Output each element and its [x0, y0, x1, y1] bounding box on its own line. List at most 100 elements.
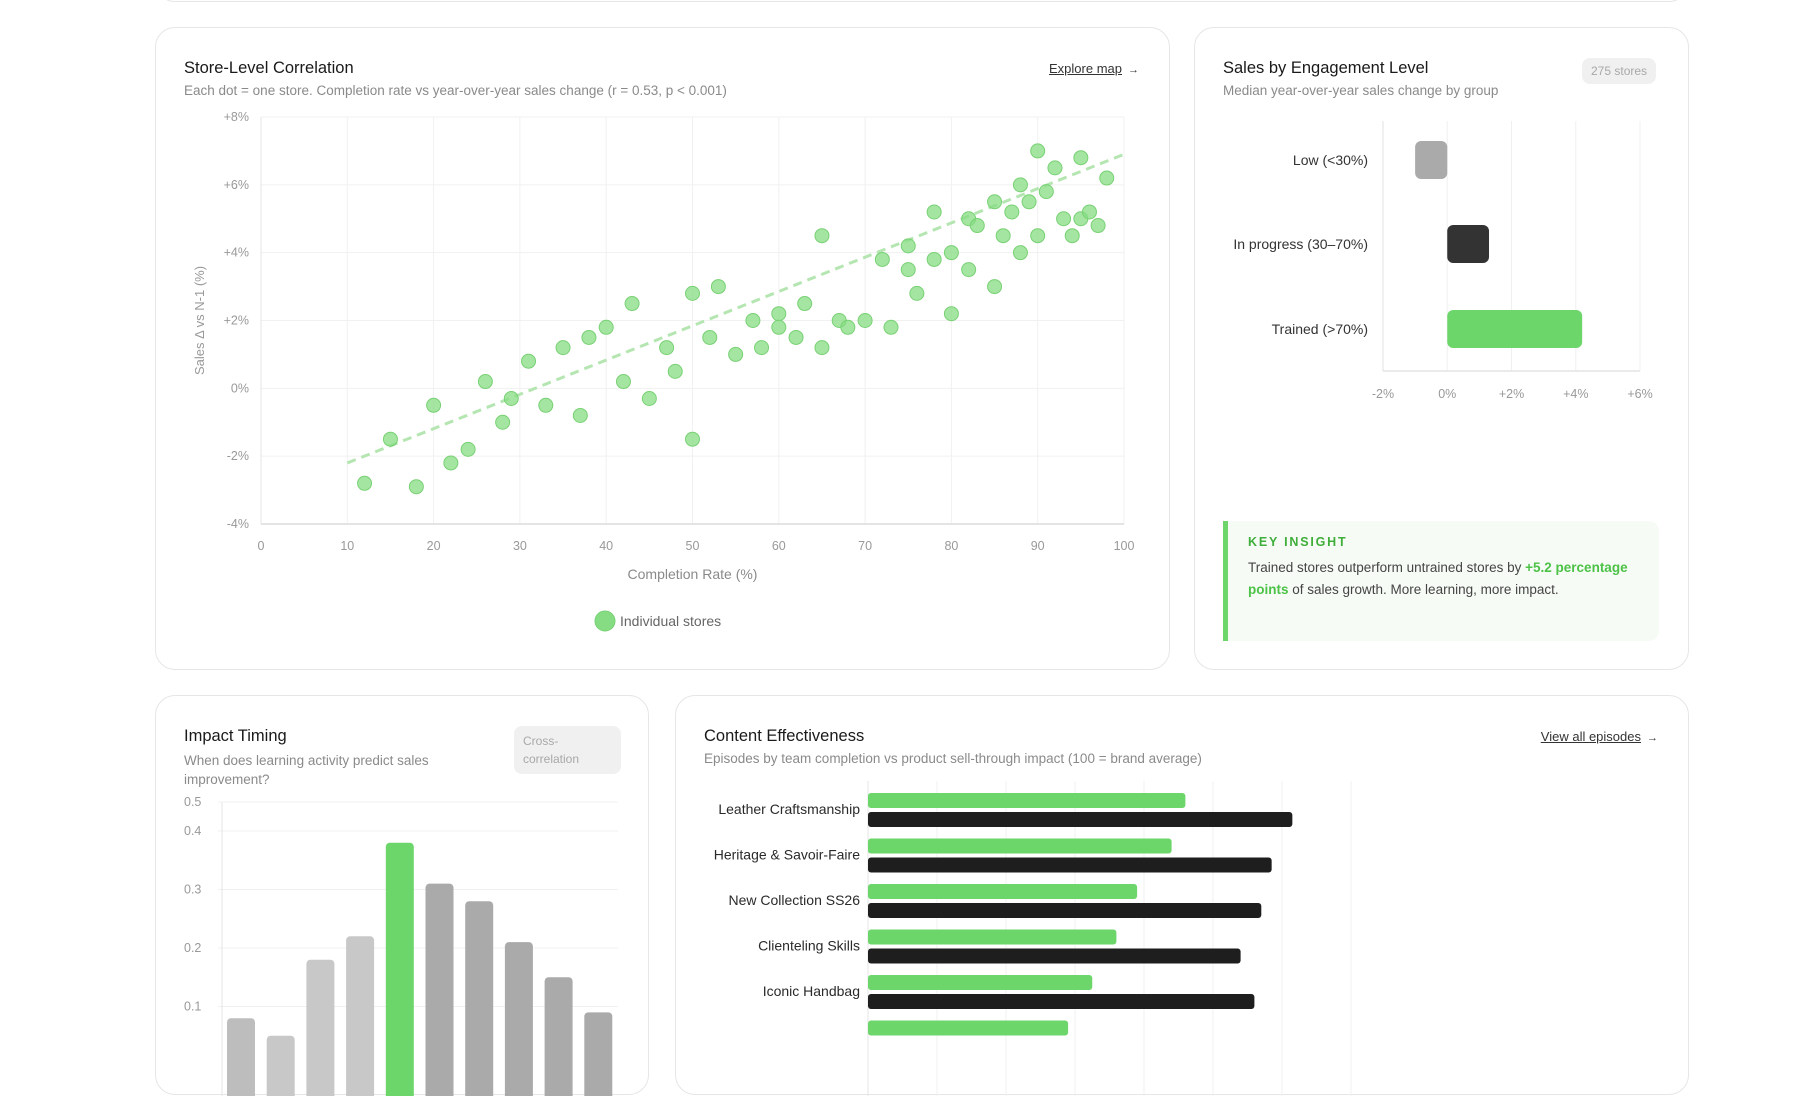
content-effectiveness-chart: Leather Craftsmanship Heritage & Savoir-F…: [714, 781, 1352, 1096]
x-tick-label: 90: [1031, 539, 1045, 553]
arrow-right-icon: →: [1128, 64, 1139, 76]
store-point: [900, 238, 916, 254]
store-point: [581, 329, 597, 345]
completion-bar: [868, 1020, 1069, 1036]
engagement-bar: [1447, 310, 1583, 348]
y-tick-label: 0.5: [184, 795, 201, 809]
store-point: [641, 391, 657, 407]
store-point: [667, 363, 683, 379]
engagement-bar: [1415, 141, 1448, 179]
insight-highlight: +5.2 percentage points: [1248, 560, 1628, 597]
view-all-episodes-link[interactable]: View all episodes →: [1541, 729, 1658, 744]
store-point: [1038, 184, 1054, 200]
store-point: [797, 296, 813, 312]
store-point: [1021, 194, 1037, 210]
insight-text-end: of sales growth. More learning, more imp…: [1288, 582, 1559, 597]
correlation-card: Store-Level Correlation Each dot = one s…: [155, 27, 1170, 670]
explore-map-label: Explore map: [1049, 61, 1122, 76]
store-point: [857, 313, 873, 328]
trend-line: [346, 152, 1125, 465]
card-subtitle: Median year-over-year sales change by gr…: [1223, 83, 1499, 98]
store-point: [702, 329, 718, 345]
lag-bar: [306, 959, 335, 1096]
store-point: [1081, 204, 1097, 220]
store-point: [408, 479, 424, 495]
y-tick-label: +2%: [224, 314, 249, 328]
store-point: [1012, 177, 1028, 193]
x-tick-label: -2%: [1372, 387, 1394, 401]
store-point: [572, 407, 588, 423]
store-point: [987, 194, 1003, 210]
completion-bar: [868, 793, 1186, 808]
store-point: [685, 431, 700, 447]
impact-bar: [868, 948, 1241, 964]
engagement-bar: [1447, 225, 1490, 263]
store-point: [814, 340, 830, 356]
store-point: [909, 285, 925, 301]
y-tick-label: -4%: [227, 517, 249, 531]
store-point: [745, 313, 761, 328]
x-tick-label: 40: [599, 539, 613, 553]
card-title: Sales by Engagement Level: [1223, 59, 1429, 77]
legend-label: Individual stores: [620, 613, 721, 629]
store-point: [1064, 228, 1080, 244]
store-point: [926, 204, 942, 220]
store-point: [788, 329, 804, 345]
store-point: [495, 414, 511, 430]
episode-label: New Collection SS26: [728, 892, 860, 908]
key-insight-box: KEY INSIGHT Trained stores outperform un…: [1223, 521, 1659, 641]
x-tick-label: 100: [1114, 539, 1135, 553]
category-label: Low (<30%): [1293, 152, 1368, 168]
store-point: [1056, 211, 1072, 227]
legend-marker: [594, 610, 616, 632]
impact-bar: [868, 812, 1293, 827]
y-axis-title: Sales Δ vs N-1 (%): [192, 266, 207, 375]
store-point: [426, 397, 442, 413]
lag-bar: [465, 901, 494, 1096]
cross-correlation-badge: Cross-correlation: [514, 726, 621, 774]
store-point: [900, 262, 916, 278]
card-subtitle: When does learning activity predict sale…: [184, 753, 429, 787]
explore-map-link[interactable]: Explore map →: [1049, 61, 1139, 76]
store-point: [926, 251, 942, 267]
store-point: [814, 228, 830, 244]
store-point: [987, 279, 1003, 295]
lag-bar: [227, 1018, 255, 1096]
store-point: [1030, 143, 1046, 159]
engagement-bar-chart: -2% 0% +2% +4% +6% Low (<30%) In progress (30–…: [1233, 121, 1653, 401]
y-tick-label: 0.1: [184, 1000, 201, 1014]
arrow-right-icon: →: [1647, 732, 1658, 744]
x-tick-label: 60: [772, 539, 786, 553]
x-axis-title: Completion Rate (%): [628, 566, 758, 582]
lag-bar: [584, 1012, 613, 1096]
store-point: [969, 218, 985, 234]
lag-bar: [425, 883, 454, 1096]
y-tick-label: +6%: [224, 178, 249, 192]
store-point: [874, 251, 890, 267]
episode-label: Leather Craftsmanship: [718, 801, 860, 817]
y-tick-label: 0%: [231, 381, 249, 395]
store-point: [1099, 170, 1115, 186]
store-point: [961, 262, 977, 278]
insight-text: Trained stores outperform untrained stor…: [1248, 557, 1641, 601]
card-title: Impact Timing: [184, 727, 287, 745]
x-tick-label: 20: [427, 539, 441, 553]
store-point: [728, 346, 744, 362]
y-tick-label: -2%: [227, 449, 249, 463]
store-point: [1073, 150, 1089, 166]
completion-bar: [868, 975, 1093, 990]
completion-bar: [868, 929, 1117, 945]
store-point: [659, 340, 675, 356]
content-effectiveness-card: Content Effectiveness Episodes by team c…: [675, 695, 1689, 1096]
impact-bar: [868, 857, 1272, 873]
store-point: [710, 279, 726, 295]
episode-label: Heritage & Savoir-Faire: [714, 847, 860, 863]
engagement-card: Sales by Engagement Level Median year-ov…: [1194, 27, 1689, 670]
card-title: Content Effectiveness: [704, 727, 865, 745]
lag-bar: [504, 942, 533, 1096]
store-point: [460, 441, 476, 457]
store-point: [615, 374, 631, 390]
x-tick-label: 0: [258, 539, 265, 553]
store-point: [477, 374, 493, 390]
store-point: [771, 319, 787, 335]
